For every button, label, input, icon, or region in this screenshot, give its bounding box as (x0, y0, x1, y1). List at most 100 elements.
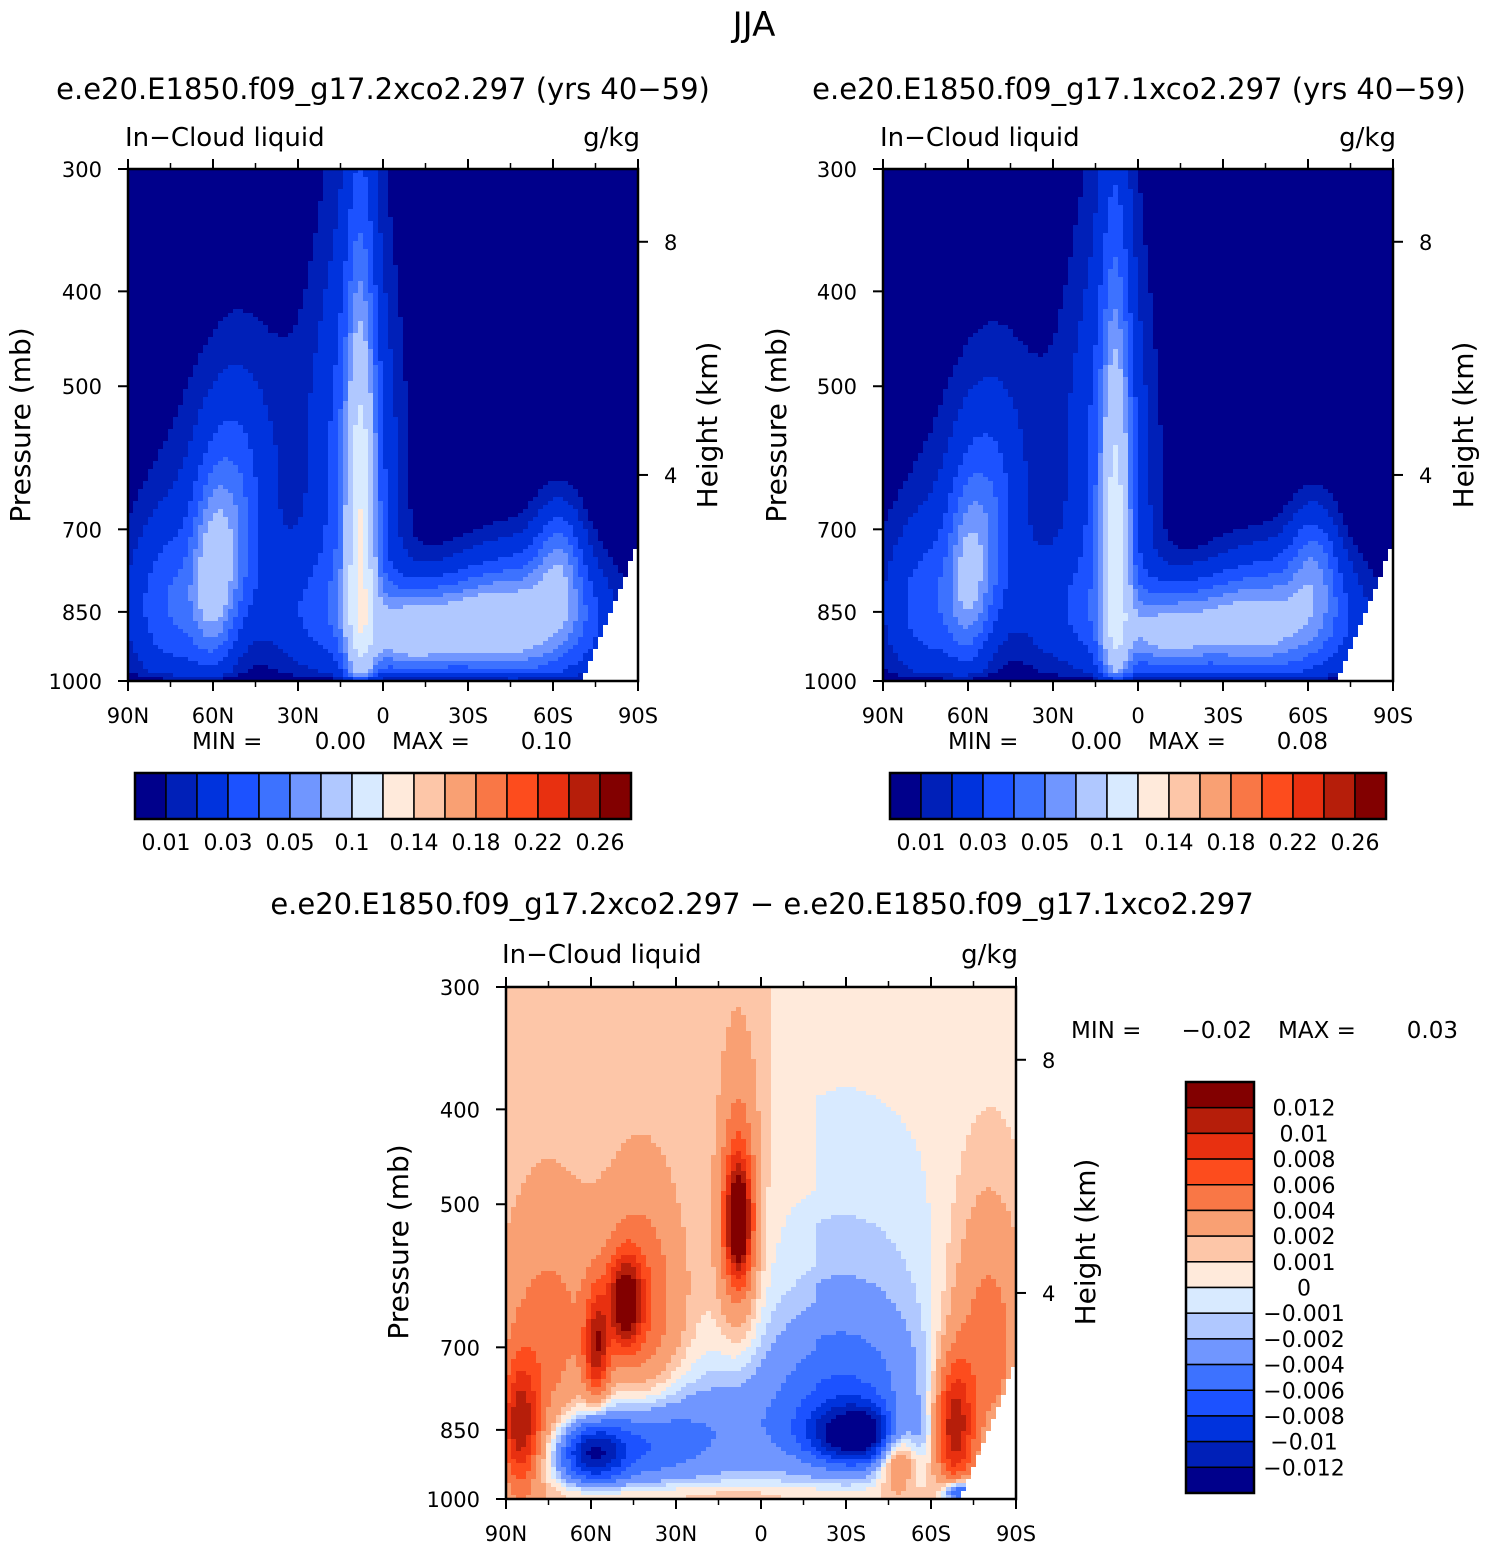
contour-cell (303, 305, 324, 310)
contour-cell (1298, 489, 1329, 494)
contour-cell (1088, 429, 1099, 434)
contour-cell (373, 625, 564, 630)
contour-cell (328, 517, 339, 522)
contour-cell (883, 393, 944, 398)
contour-cell (333, 405, 344, 410)
contour-cell (1073, 241, 1094, 246)
contour-cell (1098, 437, 1104, 442)
contour-cell (1153, 525, 1164, 530)
contour-cell (1278, 553, 1299, 558)
contour-cell (1153, 293, 1394, 298)
contour-cell (393, 253, 639, 258)
contour-cell (933, 429, 954, 434)
contour-cell (883, 265, 1069, 270)
contour-cell (953, 525, 959, 530)
contour-cell (363, 581, 374, 586)
contour-cell (883, 617, 909, 622)
contour-cell (1113, 645, 1119, 650)
contour-cell (378, 329, 389, 334)
contour-cell (1083, 305, 1099, 310)
contour-cell (1103, 445, 1114, 450)
contour-cell (1368, 601, 1394, 606)
contour-cell (198, 477, 209, 482)
contour-cell (1073, 237, 1094, 242)
contour-cell (1128, 529, 1134, 534)
contour-cell (363, 537, 369, 542)
contour-cell (583, 677, 639, 682)
contour-cell (1158, 645, 1194, 650)
contour-cell (128, 181, 324, 186)
contour-cell (203, 497, 209, 502)
contour-cell (153, 637, 194, 642)
contour-cell (988, 549, 999, 554)
contour-cell (148, 473, 179, 478)
contour-cell (1008, 637, 1034, 642)
contour-cell (1098, 169, 1129, 174)
contour-cell (1068, 485, 1089, 490)
contour-cell (243, 493, 259, 498)
contour-cell (898, 493, 929, 498)
contour-cell (543, 557, 569, 562)
contour-cell (408, 469, 639, 474)
contour-cell (538, 533, 554, 538)
contour-cell (998, 505, 1009, 510)
contour-cell (563, 653, 584, 658)
contour-cell (596, 1179, 672, 1184)
contour-cell (303, 293, 324, 298)
contour-cell (1148, 397, 1159, 402)
contour-cell (993, 485, 1009, 490)
contour-cell (1148, 289, 1394, 294)
contour-cell (1293, 557, 1309, 562)
contour-cell (363, 569, 374, 574)
contour-cell (383, 265, 399, 270)
contour-cell (368, 609, 374, 614)
contour-cell (1163, 445, 1394, 450)
contour-cell (506, 1183, 522, 1188)
contour-cell (328, 437, 339, 442)
contour-cell (1128, 181, 1139, 186)
contour-cell (958, 565, 984, 570)
contour-cell (816, 1223, 877, 1228)
contour-cell (183, 397, 204, 402)
contour-cell (1358, 545, 1394, 550)
contour-cell (1343, 521, 1394, 526)
contour-cell (203, 485, 219, 490)
contour-cell (343, 649, 349, 654)
contour-cell (1008, 545, 1084, 550)
contour-cell (213, 469, 239, 474)
contour-cell (333, 397, 344, 402)
contour-cell (1083, 189, 1099, 194)
contour-cell (1078, 325, 1099, 330)
contour-cell (1098, 509, 1104, 514)
contour-cell (458, 569, 504, 574)
contour-cell (988, 529, 999, 534)
contour-cell (128, 345, 204, 350)
contour-cell (338, 521, 344, 526)
contour-cell (1108, 605, 1124, 610)
contour-cell (578, 517, 589, 522)
contour-cell (751, 1039, 772, 1044)
contour-cell (378, 501, 384, 506)
contour-cell (711, 1203, 722, 1208)
contour-cell (918, 505, 949, 510)
contour-cell (1098, 393, 1104, 398)
contour-cell (958, 417, 1019, 422)
contour-cell (333, 257, 349, 262)
contour-cell (1138, 637, 1144, 642)
contour-cell (538, 581, 569, 586)
contour-cell (1103, 261, 1114, 266)
contour-cell (1138, 509, 1154, 514)
contour-cell (1138, 613, 1159, 618)
contour-cell (128, 637, 154, 642)
contour-cell (948, 381, 979, 386)
contour-cell (1138, 545, 1154, 550)
contour-cell (198, 621, 224, 626)
contour-cell (883, 565, 889, 570)
contour-cell (323, 309, 344, 314)
contour-cell (353, 293, 364, 298)
contour-cell (353, 521, 359, 526)
contour-cell (1143, 325, 1154, 330)
contour-cell (1098, 513, 1104, 518)
contour-cell (128, 561, 134, 566)
contour-cell (128, 281, 309, 286)
